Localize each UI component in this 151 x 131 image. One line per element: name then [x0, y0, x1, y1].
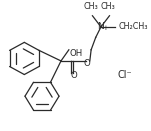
- Text: O: O: [71, 71, 77, 80]
- Text: CH₂CH₃: CH₂CH₃: [119, 22, 148, 31]
- Text: CH₃: CH₃: [84, 2, 98, 11]
- Text: CH₃: CH₃: [100, 2, 115, 11]
- Text: O: O: [84, 59, 91, 68]
- Text: N: N: [98, 22, 104, 31]
- Text: OH: OH: [69, 49, 83, 58]
- Text: Cl⁻: Cl⁻: [117, 70, 132, 80]
- Text: +: +: [103, 25, 108, 31]
